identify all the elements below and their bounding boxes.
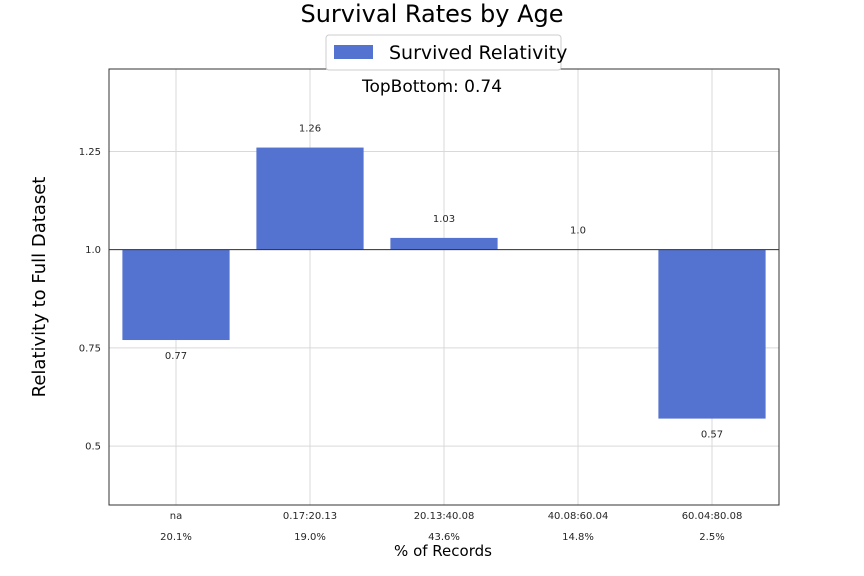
x-tick-label: 60.04:80.08 xyxy=(682,511,743,522)
chart-title: Survival Rates by Age xyxy=(300,0,563,28)
data-label: 1.03 xyxy=(433,214,455,225)
legend: Survived Relativity xyxy=(325,34,567,71)
legend-swatch xyxy=(334,45,373,59)
x-percent-label: 2.5% xyxy=(699,532,724,543)
y-tick-label: 1.0 xyxy=(85,245,101,256)
x-tick-label: 20.13:40.08 xyxy=(414,511,475,522)
x-axis-label: % of Records xyxy=(394,542,492,560)
bar xyxy=(390,237,498,250)
y-tick-label: 0.5 xyxy=(85,442,101,453)
legend-label: Survived Relativity xyxy=(389,42,567,64)
data-label: 1.0 xyxy=(570,226,586,237)
y-tick-label: 0.75 xyxy=(79,343,101,354)
data-label: 1.26 xyxy=(299,124,321,135)
tick-labels: 0.5 0.75 1.0 1.25 na 20.1% 0.17:20.13 19.0% 20.1… xyxy=(79,147,743,543)
x-percent-label: 43.6% xyxy=(428,532,460,543)
legend-frame xyxy=(325,34,562,71)
y-axis-label: Relativity to Full Dataset xyxy=(29,177,50,398)
x-tick-label: 0.17:20.13 xyxy=(283,511,337,522)
data-label: 0.77 xyxy=(165,351,187,362)
x-percent-label: 14.8% xyxy=(562,532,594,543)
bar xyxy=(256,147,364,250)
x-tick-label: 40.08:60.04 xyxy=(548,511,609,522)
x-percent-label: 20.1% xyxy=(160,532,192,543)
bar xyxy=(658,249,766,419)
bar xyxy=(122,249,230,341)
x-tick-label: na xyxy=(170,511,182,522)
bars xyxy=(122,147,766,419)
y-tick-label: 1.25 xyxy=(79,147,101,158)
topbottom-annotation: TopBottom: 0.74 xyxy=(361,77,502,97)
data-label: 0.57 xyxy=(701,430,723,441)
data-labels: 0.77 1.26 1.03 1.0 0.57 xyxy=(165,124,723,441)
x-percent-label: 19.0% xyxy=(294,532,326,543)
